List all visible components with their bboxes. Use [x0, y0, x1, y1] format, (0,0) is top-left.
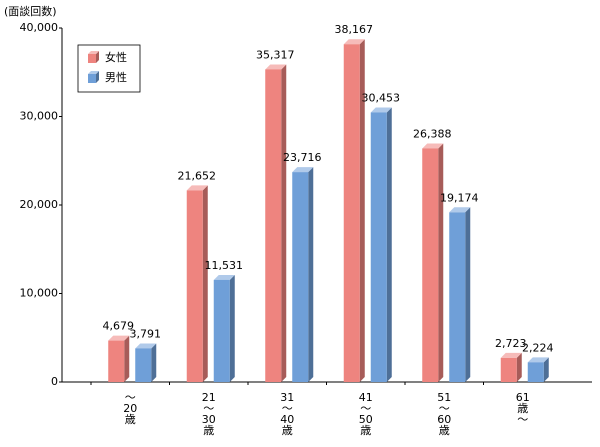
- value-label: 35,317: [256, 48, 295, 61]
- bar-side: [151, 343, 157, 382]
- bar-side: [202, 185, 208, 382]
- x-tick-label-line: ～: [360, 402, 371, 415]
- bar-top: [527, 357, 549, 363]
- x-tick-label: 51 ～ 60 歳: [437, 391, 451, 437]
- x-tick-label-line: 61: [516, 391, 530, 404]
- legend-box: [77, 44, 141, 93]
- value-label: 21,652: [178, 169, 217, 182]
- bar-top: [292, 167, 314, 173]
- x-tick-label-line: ～: [282, 402, 293, 415]
- bar-side: [543, 357, 549, 382]
- value-label: 4,679: [103, 320, 135, 333]
- bar-side: [281, 64, 287, 382]
- bar: [449, 212, 466, 382]
- y-tick-label: 10,000: [20, 287, 59, 300]
- x-tick-label-line: 歳: [360, 424, 371, 437]
- bar-top: [213, 274, 235, 280]
- bar-side: [308, 167, 314, 382]
- legend-swatch: [88, 54, 96, 63]
- value-label: 23,716: [283, 151, 322, 164]
- y-axis-label: (面談回数): [4, 4, 57, 18]
- value-label: 2,723: [495, 337, 527, 350]
- bar: [343, 44, 360, 383]
- y-tick-label: 20,000: [20, 198, 59, 211]
- x-tick-label: 61 歳～: [516, 391, 530, 426]
- value-label: 11,531: [205, 259, 244, 272]
- bar: [292, 172, 309, 382]
- x-tick-label-line: 51: [437, 391, 451, 404]
- bar-side: [359, 39, 365, 383]
- x-tick-label-line: 50: [359, 413, 373, 426]
- bar-top: [449, 207, 471, 213]
- x-tick-label-line: 30: [202, 413, 216, 426]
- value-label: 3,791: [130, 327, 162, 340]
- bar-top: [108, 335, 130, 341]
- value-label: 26,388: [413, 127, 452, 140]
- x-tick-label-line: ～: [125, 391, 136, 404]
- x-tick-label: 31 ～ 40 歳: [280, 391, 294, 437]
- legend-label: 女性: [105, 50, 127, 64]
- legend-swatch-side: [96, 51, 99, 63]
- bar: [108, 340, 125, 382]
- bar: [422, 148, 439, 382]
- bar: [213, 279, 230, 382]
- value-label: 38,167: [335, 23, 374, 36]
- bar-side: [516, 352, 522, 382]
- x-tick-label-line: ～: [439, 402, 450, 415]
- bar: [135, 348, 152, 382]
- x-tick-label: 21 ～ 30 歳: [202, 391, 216, 437]
- value-label: 2,224: [522, 341, 554, 354]
- x-tick-label-line: 歳: [439, 424, 450, 437]
- legend-swatch-top: [88, 51, 99, 54]
- x-tick-label-line: ～: [517, 413, 528, 426]
- bar-top: [370, 107, 392, 113]
- bar-side: [438, 143, 444, 382]
- bar-top: [135, 343, 157, 349]
- bar: [265, 69, 282, 382]
- bar-side: [124, 335, 130, 382]
- x-tick-label: ～ 20 歳: [123, 391, 137, 426]
- legend-label: 男性: [105, 70, 127, 84]
- bar: [527, 362, 544, 382]
- x-tick-label-line: 21: [202, 391, 216, 404]
- x-tick-label-line: 歳: [517, 402, 528, 415]
- legend-swatch: [88, 74, 96, 83]
- y-tick-label: 0: [51, 375, 58, 388]
- legend-swatch-top: [88, 71, 99, 74]
- legend-swatch-side: [96, 71, 99, 83]
- bar-top: [186, 185, 208, 191]
- value-label: 30,453: [362, 91, 401, 104]
- x-tick-label-line: 歳: [203, 424, 214, 437]
- x-tick-label-line: ～: [203, 402, 214, 415]
- x-tick-label-line: 41: [359, 391, 373, 404]
- y-tick-label: 30,000: [20, 110, 59, 123]
- x-tick-label-line: 歳: [125, 413, 136, 426]
- bar-top: [343, 39, 365, 45]
- x-tick-label-line: 40: [280, 413, 294, 426]
- bar-side: [229, 274, 235, 382]
- bar: [370, 112, 387, 382]
- bar-top: [265, 64, 287, 70]
- y-tick-label: 40,000: [20, 21, 59, 34]
- x-tick-label-line: 歳: [282, 424, 293, 437]
- bar-side: [386, 107, 392, 382]
- x-tick-label-line: 60: [437, 413, 451, 426]
- bar-top: [500, 352, 522, 358]
- x-tick-label-line: 31: [280, 391, 294, 404]
- x-tick-label-line: 20: [123, 402, 137, 415]
- bar-top: [422, 143, 444, 149]
- value-label: 19,174: [440, 191, 479, 204]
- x-tick-label: 41 ～ 50 歳: [359, 391, 373, 437]
- bar: [500, 357, 517, 382]
- bar-side: [465, 207, 471, 382]
- bar: [186, 190, 203, 382]
